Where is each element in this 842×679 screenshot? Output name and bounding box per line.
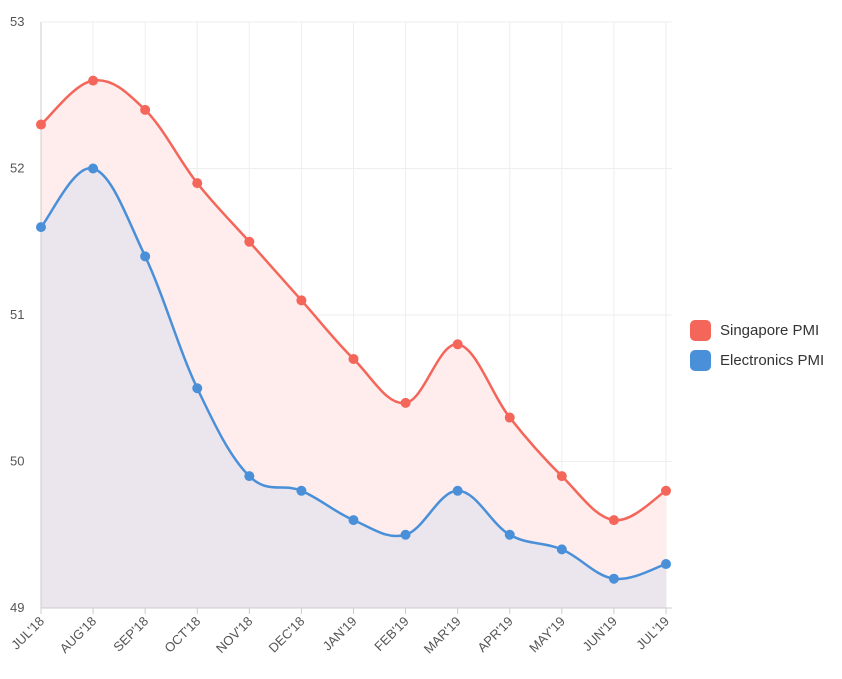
point-singapore-pmi	[400, 397, 411, 408]
point-singapore-pmi	[661, 485, 671, 496]
legend-swatch-singapore-pmi	[690, 320, 711, 341]
x-tick-label: NOV'18	[213, 614, 256, 657]
point-electronics-pmi	[192, 383, 203, 394]
point-singapore-pmi	[36, 119, 46, 130]
x-tick-label: FEB'19	[371, 614, 411, 654]
x-tick-label: MAY'19	[526, 614, 568, 656]
y-tick-label: 49	[10, 600, 24, 615]
legend: Singapore PMI Electronics PMI	[690, 319, 824, 379]
line-electronics-pmi	[40, 167, 667, 581]
x-tick-label: JUL'18	[8, 614, 47, 653]
point-singapore-pmi	[244, 236, 255, 247]
point-singapore-pmi	[348, 353, 359, 364]
data-points	[36, 75, 671, 584]
point-electronics-pmi	[36, 222, 46, 233]
point-singapore-pmi	[296, 295, 307, 306]
x-axis-tick-labels: JUL'18 AUG'18 SEP'18 OCT'18 NOV'18 DEC'18 JAN'…	[8, 614, 672, 657]
point-electronics-pmi	[296, 485, 307, 496]
area-electronics-pmi	[41, 168, 666, 608]
x-tick-label: JUL'19	[633, 614, 672, 653]
legend-item-electronics-pmi[interactable]: Electronics PMI	[690, 349, 824, 372]
x-tick-label: JAN'19	[320, 614, 360, 654]
point-electronics-pmi	[400, 529, 411, 540]
point-singapore-pmi	[556, 471, 567, 482]
point-singapore-pmi	[88, 75, 99, 86]
y-tick-label: 52	[10, 161, 24, 176]
point-singapore-pmi	[504, 412, 515, 423]
point-electronics-pmi	[661, 559, 671, 570]
point-singapore-pmi	[608, 515, 619, 526]
x-tick-label: AUG'18	[57, 614, 100, 657]
point-electronics-pmi	[88, 163, 99, 174]
point-singapore-pmi	[452, 339, 463, 350]
legend-label: Electronics PMI	[720, 352, 825, 369]
point-electronics-pmi	[556, 544, 567, 555]
y-axis-tick-labels: 49 50 51 52 53	[10, 14, 24, 615]
point-electronics-pmi	[244, 471, 255, 482]
x-tick-label: APR'19	[474, 614, 515, 655]
y-tick-label: 51	[10, 307, 24, 322]
x-tick-label: DEC'18	[266, 614, 308, 656]
x-tick-label: JUN'19	[580, 614, 620, 654]
point-electronics-pmi	[608, 573, 619, 584]
legend-swatch-electronics-pmi	[690, 350, 711, 371]
point-electronics-pmi	[140, 251, 151, 262]
legend-item-singapore-pmi[interactable]: Singapore PMI	[690, 319, 824, 342]
point-electronics-pmi	[504, 529, 515, 540]
x-tick-label: MAR'19	[421, 614, 464, 657]
point-singapore-pmi	[140, 104, 151, 115]
point-singapore-pmi	[192, 178, 203, 189]
x-tick-label: OCT'18	[161, 614, 203, 656]
point-electronics-pmi	[452, 485, 463, 496]
x-tick-label: SEP'18	[110, 614, 151, 655]
y-tick-label: 53	[10, 14, 24, 29]
y-tick-label: 50	[10, 454, 24, 469]
point-electronics-pmi	[348, 515, 359, 526]
legend-label: Singapore PMI	[720, 322, 820, 339]
series-areas	[41, 80, 666, 608]
